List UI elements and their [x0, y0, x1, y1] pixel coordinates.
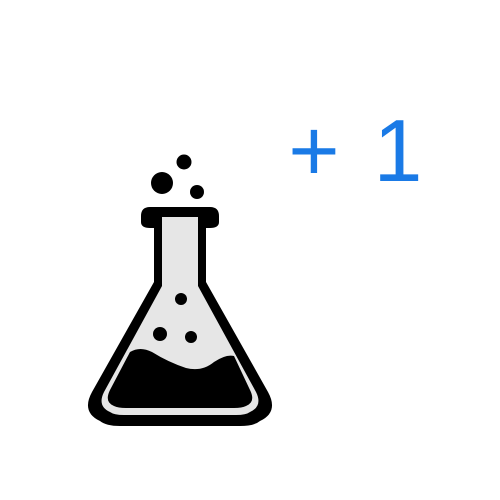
plus-sign: +	[288, 101, 340, 200]
flask-liquid-icon	[107, 349, 253, 408]
bubble-large-icon	[151, 172, 173, 194]
inner-bubble-top-icon	[175, 293, 187, 305]
increment-badge: + 1	[286, 96, 426, 206]
inner-bubble-left-icon	[153, 327, 167, 341]
bubble-small-top-icon	[176, 154, 192, 170]
bubble-small-right-icon	[190, 185, 204, 199]
inner-bubble-right-icon	[185, 331, 197, 343]
increment-count: 1	[373, 101, 423, 200]
